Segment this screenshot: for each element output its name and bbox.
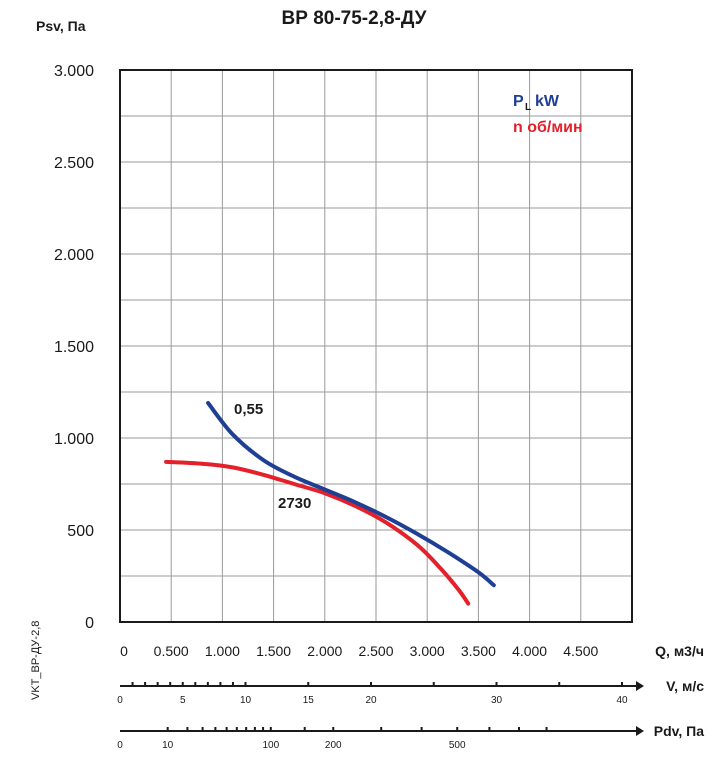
legend-power-unit: kW (535, 93, 560, 110)
secondary-axes: 0 5 10 15 20 30 40 V, м/с 0 10 100 200 500 Pdv, Па (117, 678, 704, 751)
legend-speed-label: n об/мин (513, 119, 583, 136)
plot-frame (119, 69, 633, 623)
pressure-axis-tick-label: 10 (162, 740, 174, 751)
curve-labels: 0,55 2730 (234, 401, 311, 512)
x-tick-label: 1.500 (256, 643, 291, 659)
x-axis-label: Q, м3/ч (655, 643, 704, 659)
y-tick-labels: 3.000 2.500 2.000 1.500 1.000 500 0 (54, 63, 94, 632)
x-tick-label: 2.000 (307, 643, 342, 659)
pressure-axis-tick-label: 100 (262, 740, 279, 751)
y-tick-label: 2.000 (54, 247, 94, 264)
pressure-axis-tick-label: 200 (325, 740, 342, 751)
y-tick-label: 1.500 (54, 339, 94, 356)
x-tick-label: 3.500 (461, 643, 496, 659)
x-tick-label: 1.000 (205, 643, 240, 659)
x-tick-labels: 0 0.500 1.000 1.500 2.000 2.500 3.000 3.500 4.00… (120, 643, 704, 659)
power-curve (206, 401, 496, 588)
y-tick-label: 0 (85, 615, 94, 632)
velocity-axis-arrow (636, 681, 644, 691)
power-curve-label: 0,55 (234, 401, 263, 418)
legend-power-symbol: P (513, 93, 524, 110)
velocity-axis-tick-label: 40 (616, 695, 628, 706)
velocity-axis-label: V, м/с (666, 678, 704, 694)
legend-power-subscript: L (525, 102, 531, 113)
chart-title: ВР 80-75-2,8-ДУ (281, 8, 427, 29)
y-tick-label: 1.000 (54, 431, 94, 448)
velocity-axis-tick-label: 30 (491, 695, 503, 706)
x-tick-label: 4.500 (563, 643, 598, 659)
pressure-axis-tick-label: 500 (449, 740, 466, 751)
x-tick-label: 0.500 (154, 643, 189, 659)
velocity-axis-tick-label: 5 (180, 695, 186, 706)
pressure-axis-tick-label: 0 (117, 740, 123, 751)
velocity-axis-tick-label: 10 (240, 695, 252, 706)
speed-curve-label: 2730 (278, 495, 311, 512)
x-tick-label: 2.500 (358, 643, 393, 659)
velocity-axis-tick-label: 0 (117, 695, 123, 706)
x-tick-label: 4.000 (512, 643, 547, 659)
y-axis-label: Psv, Па (36, 18, 86, 34)
velocity-axis-tick-label: 20 (365, 695, 377, 706)
y-tick-label: 500 (67, 523, 94, 540)
velocity-axis-tick-label: 15 (303, 695, 315, 706)
curves (164, 401, 496, 606)
y-tick-label: 3.000 (54, 63, 94, 80)
speed-curve (164, 459, 471, 606)
grid-lines (120, 70, 632, 622)
x-tick-label: 3.000 (410, 643, 445, 659)
x-tick-label: 0 (120, 643, 128, 659)
pressure-axis-arrow (636, 726, 644, 736)
pressure-axis-label: Pdv, Па (654, 723, 704, 739)
y-tick-label: 2.500 (54, 155, 94, 172)
